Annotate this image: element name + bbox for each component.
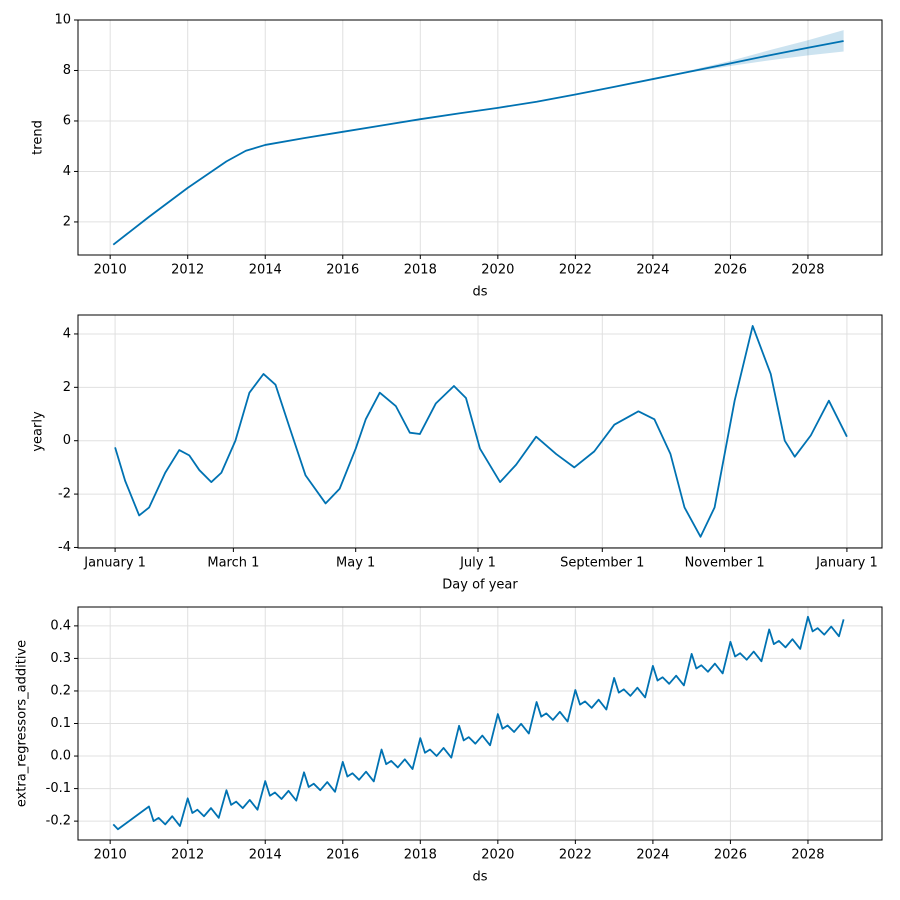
y-tick-label: 0.0 <box>50 749 71 764</box>
x-tick-label: March 1 <box>207 556 259 571</box>
uncertainty-band <box>113 30 844 245</box>
y-tick-label: 2 <box>63 380 71 395</box>
x-tick-label: 2016 <box>326 263 359 278</box>
x-tick-label: 2024 <box>636 848 669 863</box>
x-tick-label: January 1 <box>83 556 146 571</box>
x-tick-label: 2020 <box>481 848 514 863</box>
line <box>112 40 844 246</box>
x-tick-label: May 1 <box>336 556 375 571</box>
plot-frame <box>77 314 883 549</box>
x-tick-label: 2024 <box>636 263 669 278</box>
x-tick-label: 2014 <box>249 848 282 863</box>
y-tick-label: 0.2 <box>50 683 71 698</box>
panel: January 1 March 1 May 1 July 1 September 1 No… <box>31 314 883 593</box>
plot-frame <box>77 606 883 841</box>
line <box>112 615 845 831</box>
x-tick-label: 2028 <box>791 263 824 278</box>
x-axis-label: ds <box>472 870 487 885</box>
x-tick-label: 2018 <box>404 848 437 863</box>
y-tick-label: 0.3 <box>50 651 71 666</box>
y-tick-label: 6 <box>63 113 71 128</box>
x-tick-label: 2022 <box>559 263 592 278</box>
x-axis-label: ds <box>472 285 487 300</box>
x-tick-label: 2022 <box>559 848 592 863</box>
x-tick-label: 2020 <box>481 263 514 278</box>
y-tick-label: 0 <box>63 433 71 448</box>
y-tick-label: -0.1 <box>46 781 71 796</box>
x-tick-label: January 1 <box>815 556 878 571</box>
x-tick-label: July 1 <box>459 556 496 571</box>
plot-frame <box>77 19 883 256</box>
x-tick-label: 2028 <box>791 848 824 863</box>
y-tick-label: 4 <box>63 164 71 179</box>
y-tick-label: 0.4 <box>50 618 71 633</box>
y-tick-label: -2 <box>58 487 71 502</box>
x-tick-label: 2018 <box>404 263 437 278</box>
x-tick-label: September 1 <box>560 556 644 571</box>
x-tick-label: 2016 <box>326 848 359 863</box>
x-tick-label: 2026 <box>714 263 747 278</box>
panel: 2010 2012 2014 2016 2018 2020 2022 2024 2026 2028… <box>15 606 883 885</box>
y-tick-label: -4 <box>58 540 71 555</box>
x-tick-label: 2010 <box>94 263 127 278</box>
y-tick-label: -0.2 <box>46 814 71 829</box>
line <box>114 325 848 538</box>
x-tick-label: 2010 <box>94 848 127 863</box>
x-tick-label: 2012 <box>171 848 204 863</box>
y-tick-label: 4 <box>63 326 71 341</box>
y-tick-label: 8 <box>63 63 71 78</box>
x-tick-label: 2012 <box>171 263 204 278</box>
x-axis-label: Day of year <box>442 578 518 593</box>
x-tick-label: 2014 <box>249 263 282 278</box>
y-axis-label: yearly <box>31 411 46 452</box>
y-tick-label: 2 <box>63 214 71 229</box>
x-tick-label: 2026 <box>714 848 747 863</box>
y-tick-label: 10 <box>54 13 71 28</box>
panel: 2010 2012 2014 2016 2018 2020 2022 2024 2026 2028… <box>31 13 883 300</box>
y-axis-label: trend <box>31 120 46 155</box>
x-tick-label: November 1 <box>685 556 765 571</box>
y-axis-label: extra_regressors_additive <box>15 640 30 807</box>
y-tick-label: 0.1 <box>50 716 71 731</box>
